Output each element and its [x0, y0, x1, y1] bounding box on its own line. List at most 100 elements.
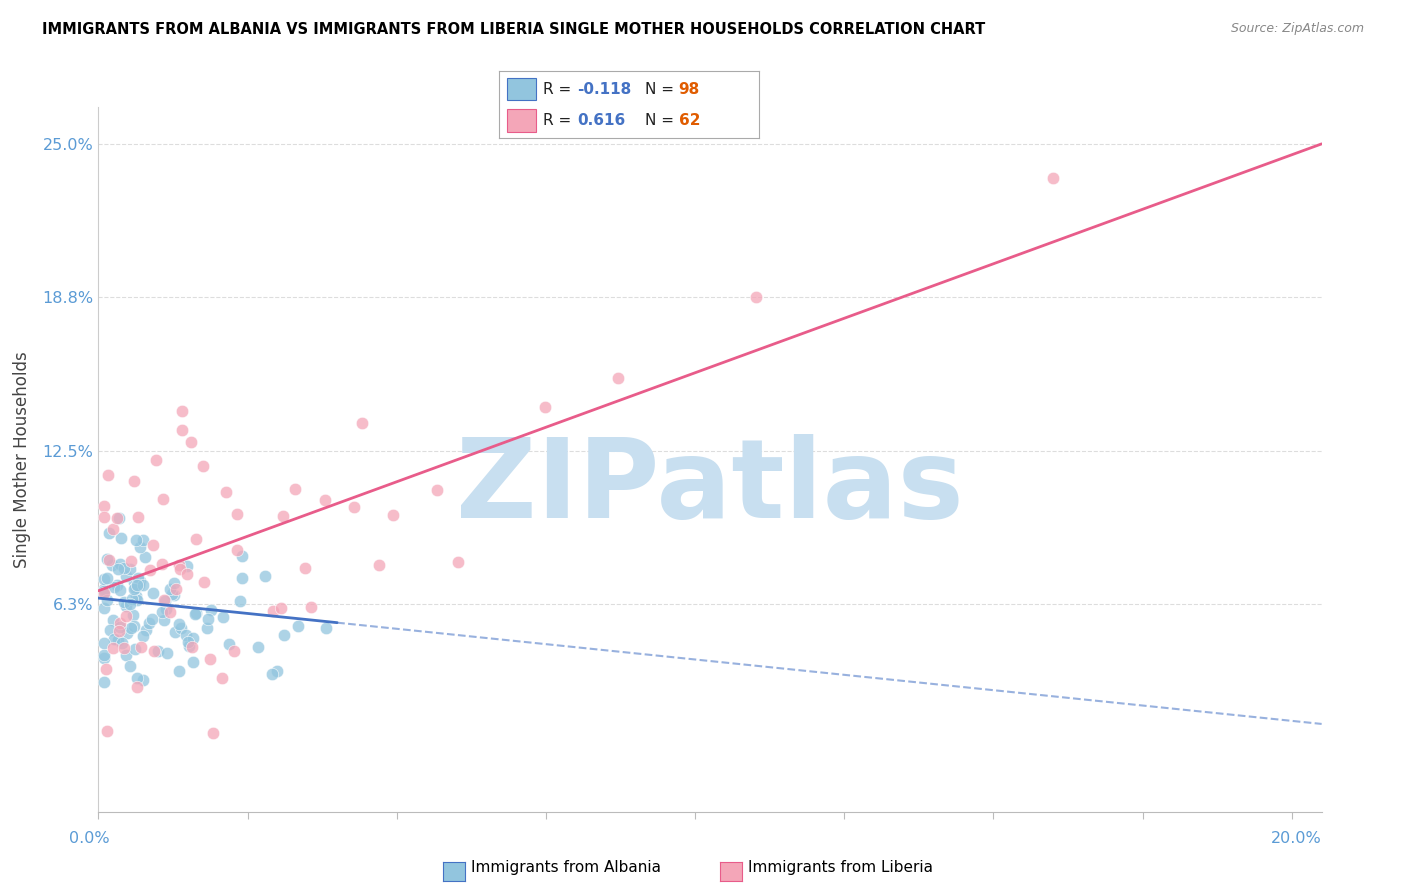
Point — [315, 622, 337, 636]
Point — [96, 592, 118, 607]
Point — [142, 586, 165, 600]
Point — [129, 541, 152, 555]
Point — [343, 500, 366, 515]
Point — [105, 511, 128, 525]
Point — [112, 594, 135, 608]
Point — [184, 532, 207, 546]
Point — [131, 533, 153, 548]
Point — [165, 625, 187, 640]
Point — [131, 578, 153, 592]
Point — [108, 616, 131, 631]
Point — [231, 549, 253, 564]
Point — [120, 621, 142, 635]
Point — [142, 538, 165, 552]
Text: 0.0%: 0.0% — [69, 831, 110, 847]
Point — [107, 562, 129, 576]
Point — [97, 467, 120, 482]
Point — [170, 621, 193, 635]
Point — [125, 671, 148, 685]
Point — [93, 675, 115, 690]
Point — [426, 483, 449, 498]
Point — [110, 531, 132, 545]
Point — [120, 554, 142, 568]
Point — [156, 646, 179, 660]
Point — [165, 582, 187, 597]
Point — [193, 458, 215, 473]
Point — [134, 549, 156, 564]
Point — [108, 624, 131, 638]
Point — [294, 561, 316, 575]
Point — [121, 607, 143, 622]
Point — [176, 566, 198, 581]
Point — [114, 609, 136, 624]
Point — [225, 508, 247, 522]
Point — [215, 485, 238, 500]
Point — [93, 651, 115, 665]
Point — [124, 642, 146, 657]
Point — [352, 417, 374, 431]
Point — [96, 723, 118, 738]
Point — [98, 624, 121, 638]
Point — [93, 500, 115, 514]
Point — [124, 575, 146, 590]
Point — [120, 562, 142, 576]
Point — [183, 631, 205, 645]
Point — [153, 613, 176, 627]
Point — [163, 576, 186, 591]
Point — [167, 664, 190, 678]
Point — [184, 606, 207, 620]
Point — [127, 680, 149, 694]
Point — [93, 636, 115, 650]
Point — [143, 644, 166, 658]
Point — [112, 561, 135, 575]
Point — [200, 652, 222, 666]
Point — [606, 370, 628, 384]
Point — [254, 569, 277, 583]
Point — [97, 553, 120, 567]
Point — [225, 542, 247, 557]
Point — [150, 605, 173, 619]
Point — [368, 558, 391, 573]
Point — [211, 672, 233, 686]
Point — [299, 599, 322, 614]
Point — [124, 619, 146, 633]
Point — [127, 593, 149, 607]
Point — [120, 597, 142, 611]
Point — [169, 561, 191, 575]
Text: 20.0%: 20.0% — [1271, 831, 1322, 847]
Point — [183, 607, 205, 621]
Text: N =: N = — [645, 82, 679, 97]
Point — [93, 586, 115, 600]
Point — [93, 584, 115, 599]
FancyBboxPatch shape — [508, 110, 536, 131]
Text: Immigrants from Liberia: Immigrants from Liberia — [748, 860, 934, 874]
Point — [98, 525, 121, 540]
Point — [167, 616, 190, 631]
Point — [145, 453, 167, 467]
Point — [121, 591, 143, 606]
Point — [262, 604, 284, 618]
Point — [127, 509, 149, 524]
Point — [159, 582, 181, 597]
Point — [101, 558, 124, 572]
Point — [110, 557, 132, 571]
Point — [155, 602, 177, 616]
Point — [260, 667, 283, 681]
Point — [108, 583, 131, 598]
Point — [266, 664, 288, 678]
Point — [93, 582, 115, 597]
Point — [124, 533, 146, 547]
Point — [101, 613, 124, 627]
Point — [202, 726, 225, 740]
Text: R =: R = — [543, 113, 576, 128]
Point — [115, 569, 138, 583]
FancyBboxPatch shape — [508, 78, 536, 100]
Point — [197, 611, 219, 625]
Point — [381, 508, 404, 522]
Point — [534, 400, 557, 414]
Point — [273, 628, 295, 642]
Point — [271, 509, 294, 524]
Point — [93, 648, 115, 662]
Point — [180, 435, 202, 450]
Point — [141, 612, 163, 626]
